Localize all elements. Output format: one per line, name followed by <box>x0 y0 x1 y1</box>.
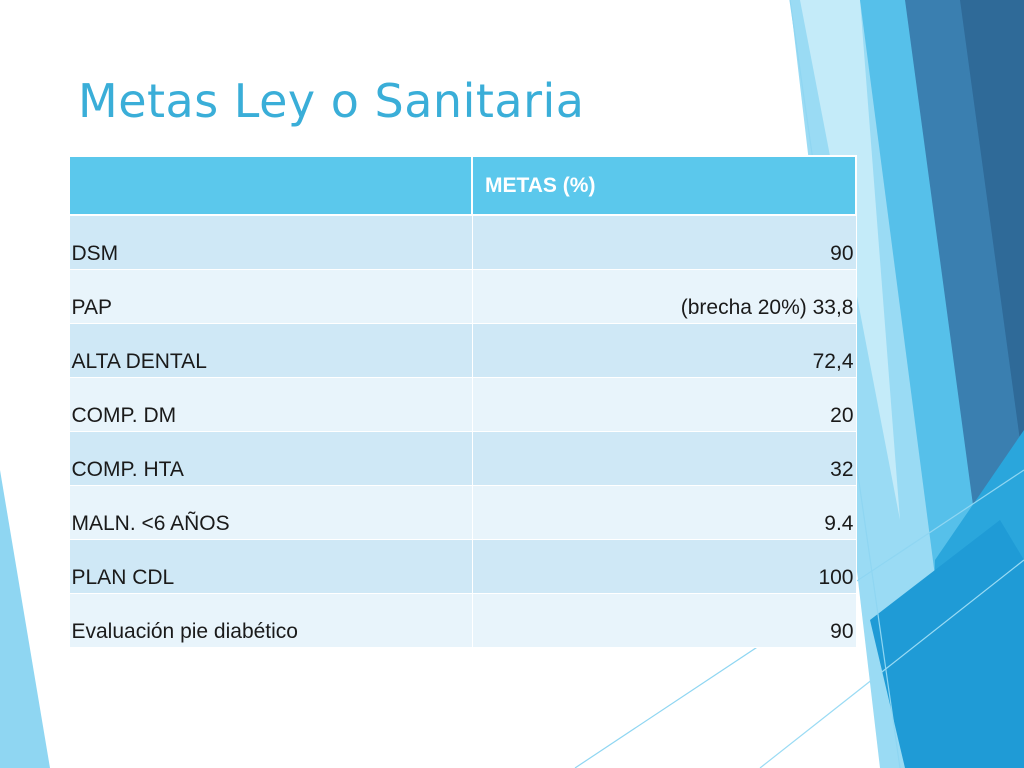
row-label: Evaluación pie diabético <box>68 592 473 648</box>
deco-line-3 <box>759 559 1024 768</box>
row-label: PLAN CDL <box>68 538 473 594</box>
table-row: MALN. <6 AÑOS 9.4 <box>68 484 857 540</box>
row-value: 90 <box>471 214 857 270</box>
table-row: ALTA DENTAL 72,4 <box>68 322 857 378</box>
table-row: Evaluación pie diabético 90 <box>68 592 857 648</box>
table-row: PAP (brecha 20%) 33,8 <box>68 268 857 324</box>
left-accent-shape <box>0 470 50 768</box>
row-value: 100 <box>471 538 857 594</box>
table-row: DSM 90 <box>68 214 857 270</box>
row-label: ALTA DENTAL <box>68 322 473 378</box>
row-label: COMP. HTA <box>68 430 473 486</box>
row-label: MALN. <6 AÑOS <box>68 484 473 540</box>
row-value: 32 <box>471 430 857 486</box>
metas-table: METAS (%) DSM 90 PAP (brecha 20%) 33,8 A… <box>68 155 857 648</box>
table-header-row: METAS (%) <box>68 155 857 216</box>
row-value: 72,4 <box>471 322 857 378</box>
row-value: 90 <box>471 592 857 648</box>
row-value: 20 <box>471 376 857 432</box>
row-value: (brecha 20%) 33,8 <box>471 268 857 324</box>
right-facet-blue <box>870 520 1024 768</box>
table-row: COMP. DM 20 <box>68 376 857 432</box>
header-cell-metas: METAS (%) <box>471 155 857 216</box>
row-value: 9.4 <box>471 484 857 540</box>
row-label: PAP <box>68 268 473 324</box>
slide-title: Metas Ley o Sanitaria <box>78 74 585 128</box>
header-cell-empty <box>68 155 473 216</box>
right-facet-deep <box>960 0 1024 470</box>
table-row: COMP. HTA 32 <box>68 430 857 486</box>
row-label: COMP. DM <box>68 376 473 432</box>
row-label: DSM <box>68 214 473 270</box>
table-row: PLAN CDL 100 <box>68 538 857 594</box>
